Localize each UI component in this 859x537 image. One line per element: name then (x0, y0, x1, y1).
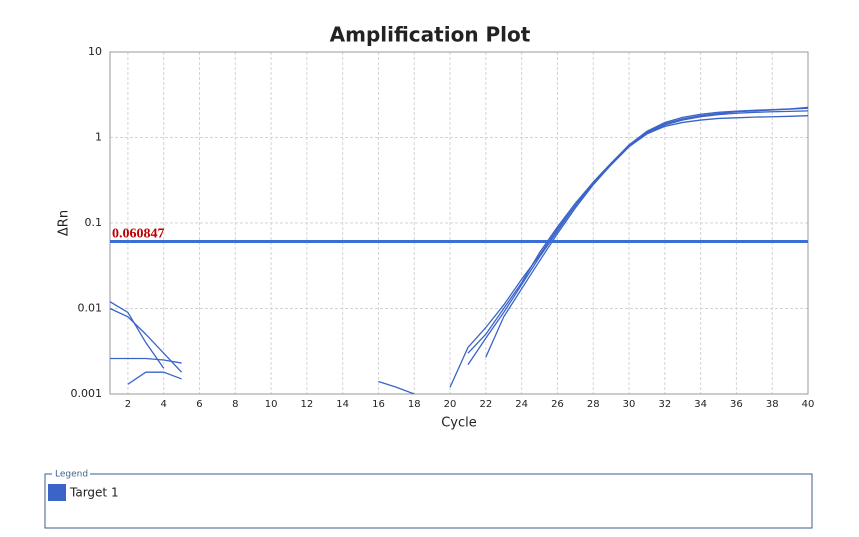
y-tick-label: 10 (88, 45, 102, 58)
x-tick-label: 2 (125, 399, 131, 410)
x-tick-label: 20 (444, 399, 457, 410)
x-axis-label: Cycle (441, 416, 477, 431)
y-tick-label: 1 (95, 131, 102, 144)
plot-frame (109, 51, 809, 395)
y-tick-label: 0.01 (78, 302, 103, 315)
x-tick-label: 32 (658, 399, 671, 410)
legend-label: Target 1 (69, 486, 119, 500)
x-tick-label: 22 (479, 399, 492, 410)
x-tick-label: 36 (730, 399, 743, 410)
y-tick-label: 0.1 (85, 216, 103, 229)
x-tick-label: 8 (232, 399, 238, 410)
x-tick-label: 6 (196, 399, 202, 410)
x-tick-label: 24 (515, 399, 528, 410)
x-tick-label: 34 (694, 399, 707, 410)
amplification-curve (127, 106, 808, 394)
amplification-curve (110, 107, 808, 369)
x-tick-label: 30 (623, 399, 636, 410)
x-tick-label: 40 (802, 399, 815, 410)
x-tick-label: 14 (336, 399, 349, 410)
amplification-curve (110, 110, 808, 364)
y-tick-label: 0.001 (71, 387, 103, 400)
chart-title: Amplification Plot (330, 23, 531, 47)
x-tick-label: 10 (265, 399, 278, 410)
x-tick-label: 28 (587, 399, 600, 410)
legend-swatch (48, 484, 66, 501)
x-tick-label: 4 (161, 399, 167, 410)
threshold-label: 0.060847 (112, 227, 165, 242)
x-tick-label: 38 (766, 399, 779, 410)
x-tick-label: 16 (372, 399, 385, 410)
legend-title: Legend (55, 470, 88, 480)
x-tick-label: 12 (301, 399, 314, 410)
legend-title-bg (52, 469, 90, 479)
x-tick-label: 26 (551, 399, 564, 410)
legend-box (44, 473, 813, 529)
y-axis-label: ΔRn (57, 210, 72, 236)
amplification-curve (110, 115, 808, 388)
x-tick-label: 18 (408, 399, 421, 410)
